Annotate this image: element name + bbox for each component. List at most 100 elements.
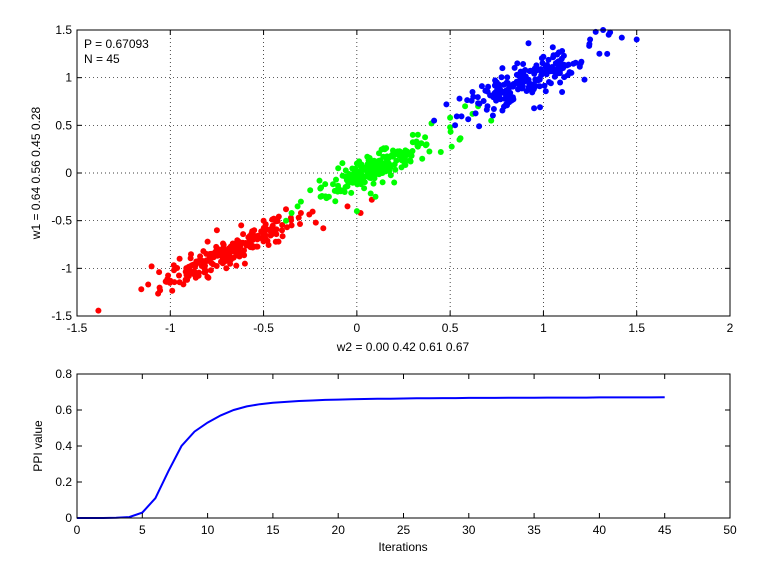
scatter-point <box>156 269 163 276</box>
line-x-tick-label: 15 <box>266 523 280 537</box>
scatter-point <box>422 134 429 141</box>
scatter-point <box>510 81 517 88</box>
scatter-point <box>171 267 177 274</box>
scatter-point <box>618 34 625 41</box>
scatter-point <box>269 216 276 223</box>
scatter-point <box>490 106 497 112</box>
scatter-point <box>534 77 541 84</box>
scatter-point <box>456 95 463 102</box>
scatter-point <box>223 265 230 272</box>
line-x-tick-label: 45 <box>658 523 672 537</box>
scatter-point <box>193 260 200 267</box>
scatter-point <box>488 117 495 124</box>
scatter-point <box>577 60 584 67</box>
scatter-point <box>202 269 209 275</box>
scatter-point <box>469 89 476 95</box>
scatter-point <box>295 214 302 221</box>
scatter-point <box>364 161 371 167</box>
scatter-point <box>206 255 213 262</box>
scatter-point <box>220 241 227 248</box>
scatter-point <box>447 124 454 131</box>
line-x-tick-label: 5 <box>139 523 146 537</box>
scatter-point <box>317 193 324 200</box>
scatter-point <box>557 58 564 65</box>
scatter-point <box>559 48 566 54</box>
scatter-point <box>195 272 202 279</box>
scatter-point <box>227 256 234 263</box>
scatter-point <box>269 229 276 236</box>
scatter-point <box>493 97 500 104</box>
scatter-point <box>542 63 549 70</box>
scatter-point <box>367 190 374 197</box>
scatter-point <box>500 89 507 96</box>
scatter-x-tick-label: 1.5 <box>628 321 645 335</box>
scatter-point <box>431 117 438 124</box>
scatter-point <box>476 123 483 130</box>
scatter-point <box>243 240 250 247</box>
scatter-point <box>400 149 407 156</box>
scatter-point <box>531 105 538 112</box>
scatter-point <box>170 262 177 269</box>
scatter-point <box>560 65 567 71</box>
scatter-point <box>369 168 376 174</box>
scatter-point <box>426 148 433 155</box>
scatter-point <box>423 141 430 148</box>
scatter-point <box>550 68 557 75</box>
scatter-point <box>288 210 295 216</box>
scatter-plot: -1.5 -1 -0.5 0 0.5 1 1.5 2 -1.5 -1 -0.5 0 0.5 1 1.5 P … <box>29 23 734 354</box>
scatter-point <box>279 227 285 234</box>
scatter-point <box>342 173 349 180</box>
scatter-point <box>200 259 207 266</box>
scatter-ticks: -1.5 -1 -0.5 0 0.5 1 1.5 2 -1.5 -1 -0.5 0 0.5 1 1.5 <box>51 23 733 335</box>
scatter-point <box>521 75 528 82</box>
scatter-point <box>218 246 225 253</box>
line-x-label: Iterations <box>378 540 427 554</box>
scatter-point <box>145 281 152 288</box>
scatter-point <box>458 113 465 120</box>
scatter-series <box>431 27 640 130</box>
scatter-x-tick-label: 0 <box>354 321 361 335</box>
scatter-x-tick-label: -0.5 <box>253 321 274 335</box>
ppi-curve <box>77 396 665 519</box>
line-y-tick-label: 0.6 <box>55 403 72 417</box>
line-y-tick-label: 0.8 <box>55 367 72 381</box>
scatter-series <box>283 103 495 224</box>
scatter-point <box>493 79 500 86</box>
scatter-point <box>468 97 475 104</box>
scatter-point <box>559 89 566 95</box>
scatter-point <box>390 147 396 154</box>
scatter-point <box>633 36 640 43</box>
scatter-point <box>556 70 563 77</box>
line-x-tick-label: 30 <box>462 523 476 537</box>
scatter-x-tick-label: 0.5 <box>442 321 459 335</box>
scatter-point <box>332 198 339 205</box>
scatter-point <box>503 101 510 108</box>
scatter-point <box>398 164 405 171</box>
scatter-y-tick-label: 0.5 <box>55 118 72 132</box>
scatter-point <box>369 159 376 166</box>
scatter-point <box>241 260 248 267</box>
scatter-point <box>185 263 192 270</box>
scatter-point <box>484 103 491 110</box>
scatter-point <box>322 181 329 188</box>
scatter-y-label: w1 = 0.64 0.56 0.45 0.28 <box>29 106 43 240</box>
scatter-point <box>587 36 594 43</box>
scatter-x-tick-label: 1 <box>540 321 547 335</box>
scatter-point <box>462 103 469 110</box>
scatter-point <box>596 50 603 57</box>
scatter-point <box>499 65 506 72</box>
scatter-point <box>478 83 485 90</box>
scatter-point <box>390 153 396 160</box>
scatter-point <box>187 255 194 262</box>
scatter-point <box>354 181 361 188</box>
scatter-point <box>520 61 527 67</box>
scatter-point <box>200 248 207 255</box>
scatter-point <box>294 203 301 210</box>
scatter-point <box>529 89 536 96</box>
scatter-point <box>489 112 496 119</box>
scatter-point <box>212 248 219 255</box>
line-x-tick-label: 25 <box>397 523 411 537</box>
scatter-point <box>542 88 549 95</box>
line-ticks: 0 5 10 15 20 25 30 35 40 45 50 0 0.2 0.4 0.6 0.8 <box>55 367 737 537</box>
scatter-point <box>522 67 529 73</box>
